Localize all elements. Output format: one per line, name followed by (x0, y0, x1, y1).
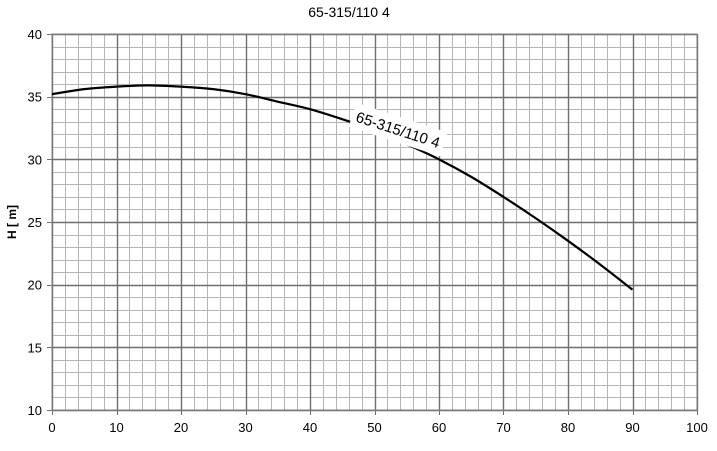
x-tick-label: 20 (174, 420, 188, 435)
x-tick-label: 0 (48, 420, 55, 435)
series-line-65-315-110-4 (51, 84, 634, 291)
x-tick-label: 80 (561, 420, 575, 435)
x-tick-label: 10 (109, 420, 123, 435)
plot-area-frame (51, 33, 698, 411)
chart-title: 65-315/110 4 (308, 4, 390, 20)
y-axis-label: H [ m] (5, 205, 19, 239)
y-tick-label: 40 (28, 27, 42, 42)
x-tick-label: 90 (625, 420, 639, 435)
x-tick-label: 40 (303, 420, 317, 435)
y-tick-label: 25 (28, 215, 42, 230)
x-tick-label: 30 (238, 420, 252, 435)
y-tick-label: 20 (28, 278, 42, 293)
y-tick-label: 30 (28, 152, 42, 167)
y-axis-tick-labels: 10 15 20 25 30 35 40 (28, 27, 42, 418)
y-tick-label: 10 (28, 403, 42, 418)
series-layer (51, 84, 634, 291)
x-axis-tick-labels: 0 10 20 30 40 50 60 70 80 90 100 (48, 420, 707, 435)
major-grid (47, 33, 699, 415)
x-tick-label: 50 (367, 420, 381, 435)
y-tick-label: 35 (28, 90, 42, 105)
curve-label: 65-315/110 4 (348, 102, 448, 157)
curve-label-background (348, 102, 448, 157)
y-tick-label: 15 (28, 340, 42, 355)
x-tick-label: 100 (686, 420, 708, 435)
x-tick-label: 60 (432, 420, 446, 435)
x-tick-label: 70 (496, 420, 510, 435)
